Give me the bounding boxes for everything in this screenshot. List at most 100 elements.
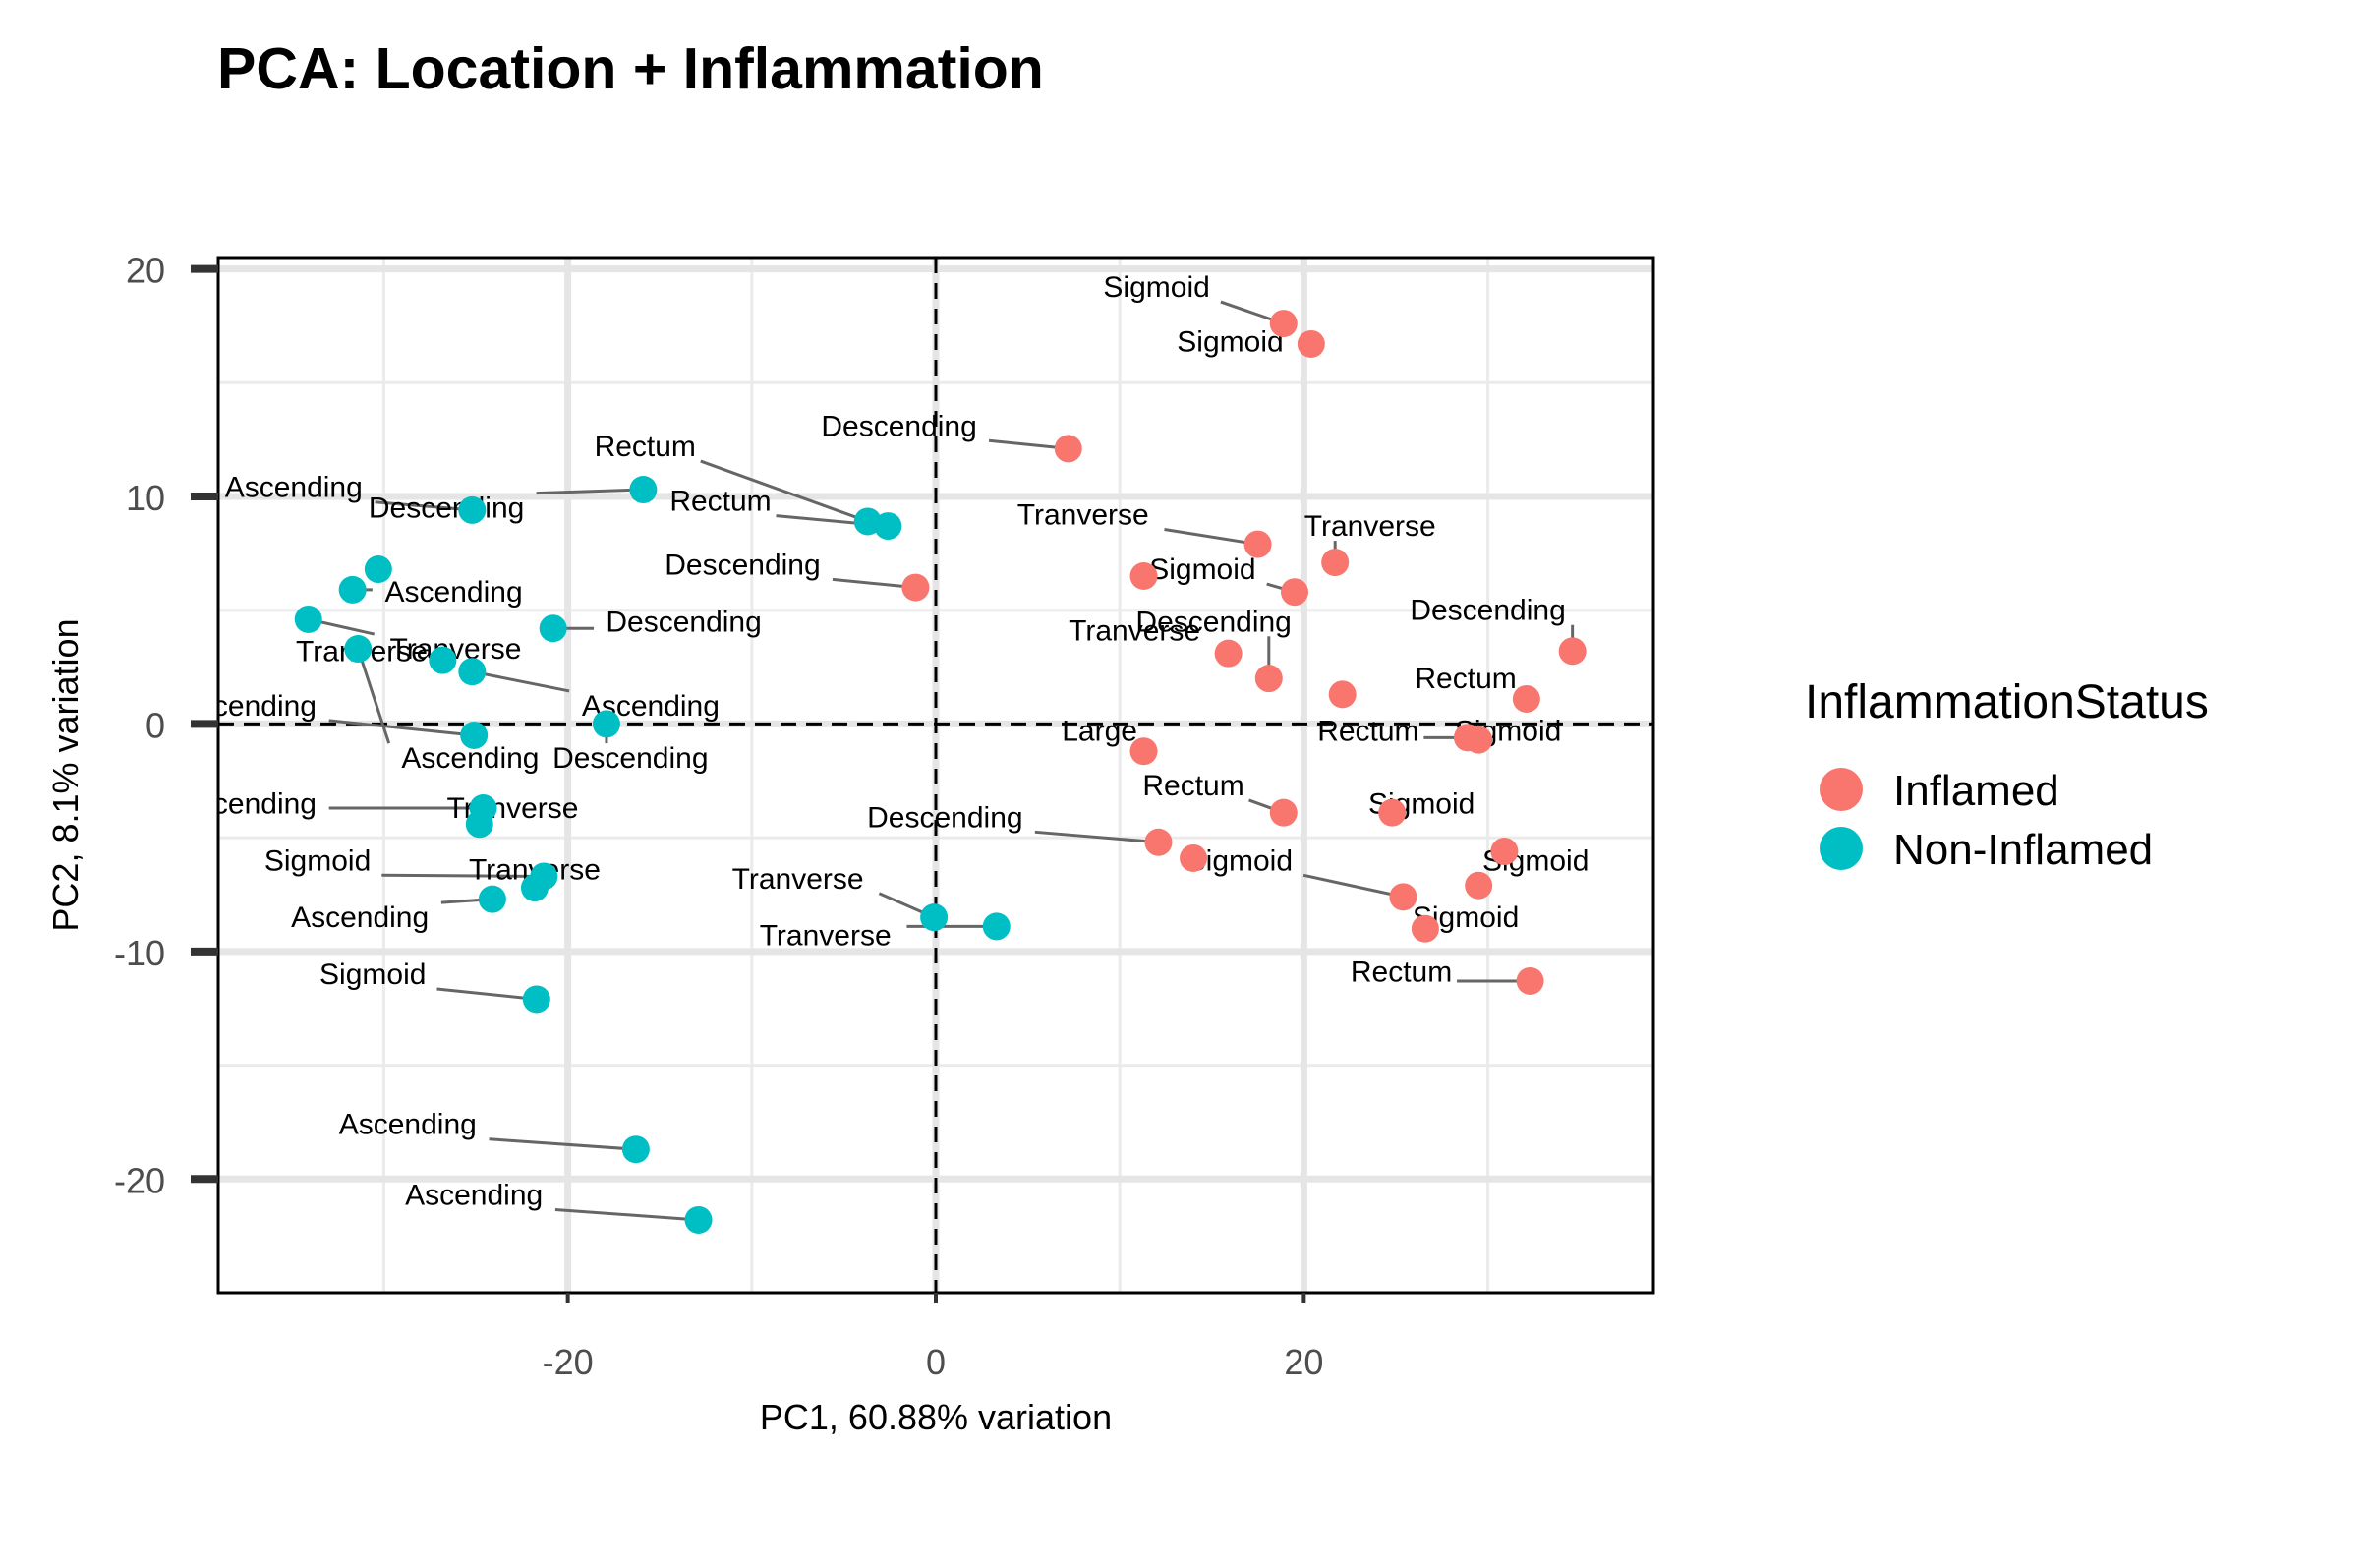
data-point <box>1453 724 1481 752</box>
label-connector <box>328 719 475 737</box>
legend-key <box>1820 768 1863 811</box>
point-label: Rectum <box>1142 770 1243 802</box>
point-label: Tranverse <box>732 863 864 896</box>
data-point <box>1180 843 1208 872</box>
legend-label: Inflamed <box>1893 767 2059 815</box>
point-label: Rectum <box>1415 663 1516 695</box>
data-point <box>1269 798 1298 827</box>
y-tick-label: 20 <box>126 251 165 291</box>
point-label: Descending <box>821 410 976 442</box>
data-point <box>1516 966 1544 995</box>
point-label: Tranverse <box>1069 615 1200 648</box>
point-label: Ascending <box>225 472 363 504</box>
label-connector <box>1164 528 1258 547</box>
y-tick-label: -10 <box>114 933 165 973</box>
point-label: Ascending <box>405 1179 543 1211</box>
data-point <box>1243 530 1272 558</box>
point-label: Sigmoid <box>319 958 426 991</box>
data-point <box>478 885 506 913</box>
data-point <box>294 605 322 633</box>
data-point <box>344 635 373 664</box>
label-connector <box>381 873 545 878</box>
data-point <box>629 476 658 504</box>
data-point <box>1328 680 1357 709</box>
data-point <box>1129 562 1158 590</box>
point-label: Descending <box>867 801 1022 834</box>
data-point <box>1269 310 1298 338</box>
data-point <box>1321 549 1350 577</box>
point-label: Descending <box>1135 606 1291 638</box>
point-label: Sigmoid <box>1149 553 1255 586</box>
data-point <box>920 903 949 932</box>
data-point <box>592 710 620 738</box>
data-point <box>901 573 930 602</box>
data-point <box>1144 828 1173 856</box>
data-point <box>1490 838 1519 866</box>
label-connector <box>1034 830 1159 844</box>
point-label: Descending <box>665 549 820 581</box>
data-point <box>522 985 550 1014</box>
label-connector <box>536 488 644 495</box>
label-connector <box>375 500 473 512</box>
point-label: Ascending <box>385 576 523 609</box>
y-axis-title: PC2, 8.1% variation <box>45 618 86 931</box>
data-point <box>1214 639 1243 668</box>
point-label: Ascending <box>339 1109 477 1141</box>
data-point <box>874 512 902 541</box>
data-point <box>458 658 487 686</box>
label-connector <box>700 459 869 523</box>
label-connector <box>489 1137 637 1151</box>
data-point <box>458 495 487 524</box>
point-label: Rectum <box>1351 957 1452 989</box>
label-connector <box>472 669 570 693</box>
legend: InflammationStatus Inflamed Non-Inflamed <box>1805 676 2209 874</box>
data-point <box>429 646 457 674</box>
data-point <box>1512 684 1540 713</box>
y-tick-label: 0 <box>145 705 165 745</box>
point-label: Descending <box>369 493 524 525</box>
label-connector <box>832 577 916 590</box>
data-point <box>1378 798 1407 827</box>
label-connector <box>436 987 537 1001</box>
chart-title: PCA: Location + Inflammation <box>217 36 1044 101</box>
label-connector <box>1302 873 1404 899</box>
point-label: Ascending <box>291 901 429 934</box>
point-label: Descending <box>606 606 761 638</box>
legend-label: Non-Inflamed <box>1893 826 2153 874</box>
data-point <box>1054 435 1082 463</box>
data-point <box>364 555 392 584</box>
point-label: Tranverse <box>1017 499 1149 532</box>
point-label: Rectum <box>595 431 696 463</box>
point-label: Sigmoid <box>264 844 371 877</box>
data-point <box>982 912 1011 941</box>
data-point <box>1254 665 1283 693</box>
data-point <box>1281 578 1308 607</box>
data-point <box>460 722 489 749</box>
point-label: Rectum <box>1317 715 1418 747</box>
y-tick-label: 10 <box>126 478 165 518</box>
data-point <box>1389 883 1417 911</box>
point-label: Sigmoid <box>1103 271 1209 304</box>
data-point <box>338 575 367 604</box>
data-point <box>530 862 558 891</box>
data-point <box>684 1205 713 1234</box>
data-point <box>621 1135 650 1164</box>
point-label: Descending <box>1410 595 1565 627</box>
x-axis-title: PC1, 60.88% variation <box>760 1397 1112 1437</box>
legend-key <box>1820 827 1863 870</box>
point-label: Ascending <box>179 787 317 820</box>
data-point <box>465 810 493 839</box>
point-label: Descending <box>552 742 708 775</box>
y-tick-label: -20 <box>114 1160 165 1200</box>
point-label: Tranverse <box>760 920 892 953</box>
data-point <box>1411 914 1439 943</box>
data-point <box>1558 637 1587 666</box>
data-point <box>1129 737 1158 766</box>
point-label: Large <box>1062 715 1137 747</box>
point-label: Tranverse <box>1304 510 1436 543</box>
label-connector <box>554 1207 699 1222</box>
